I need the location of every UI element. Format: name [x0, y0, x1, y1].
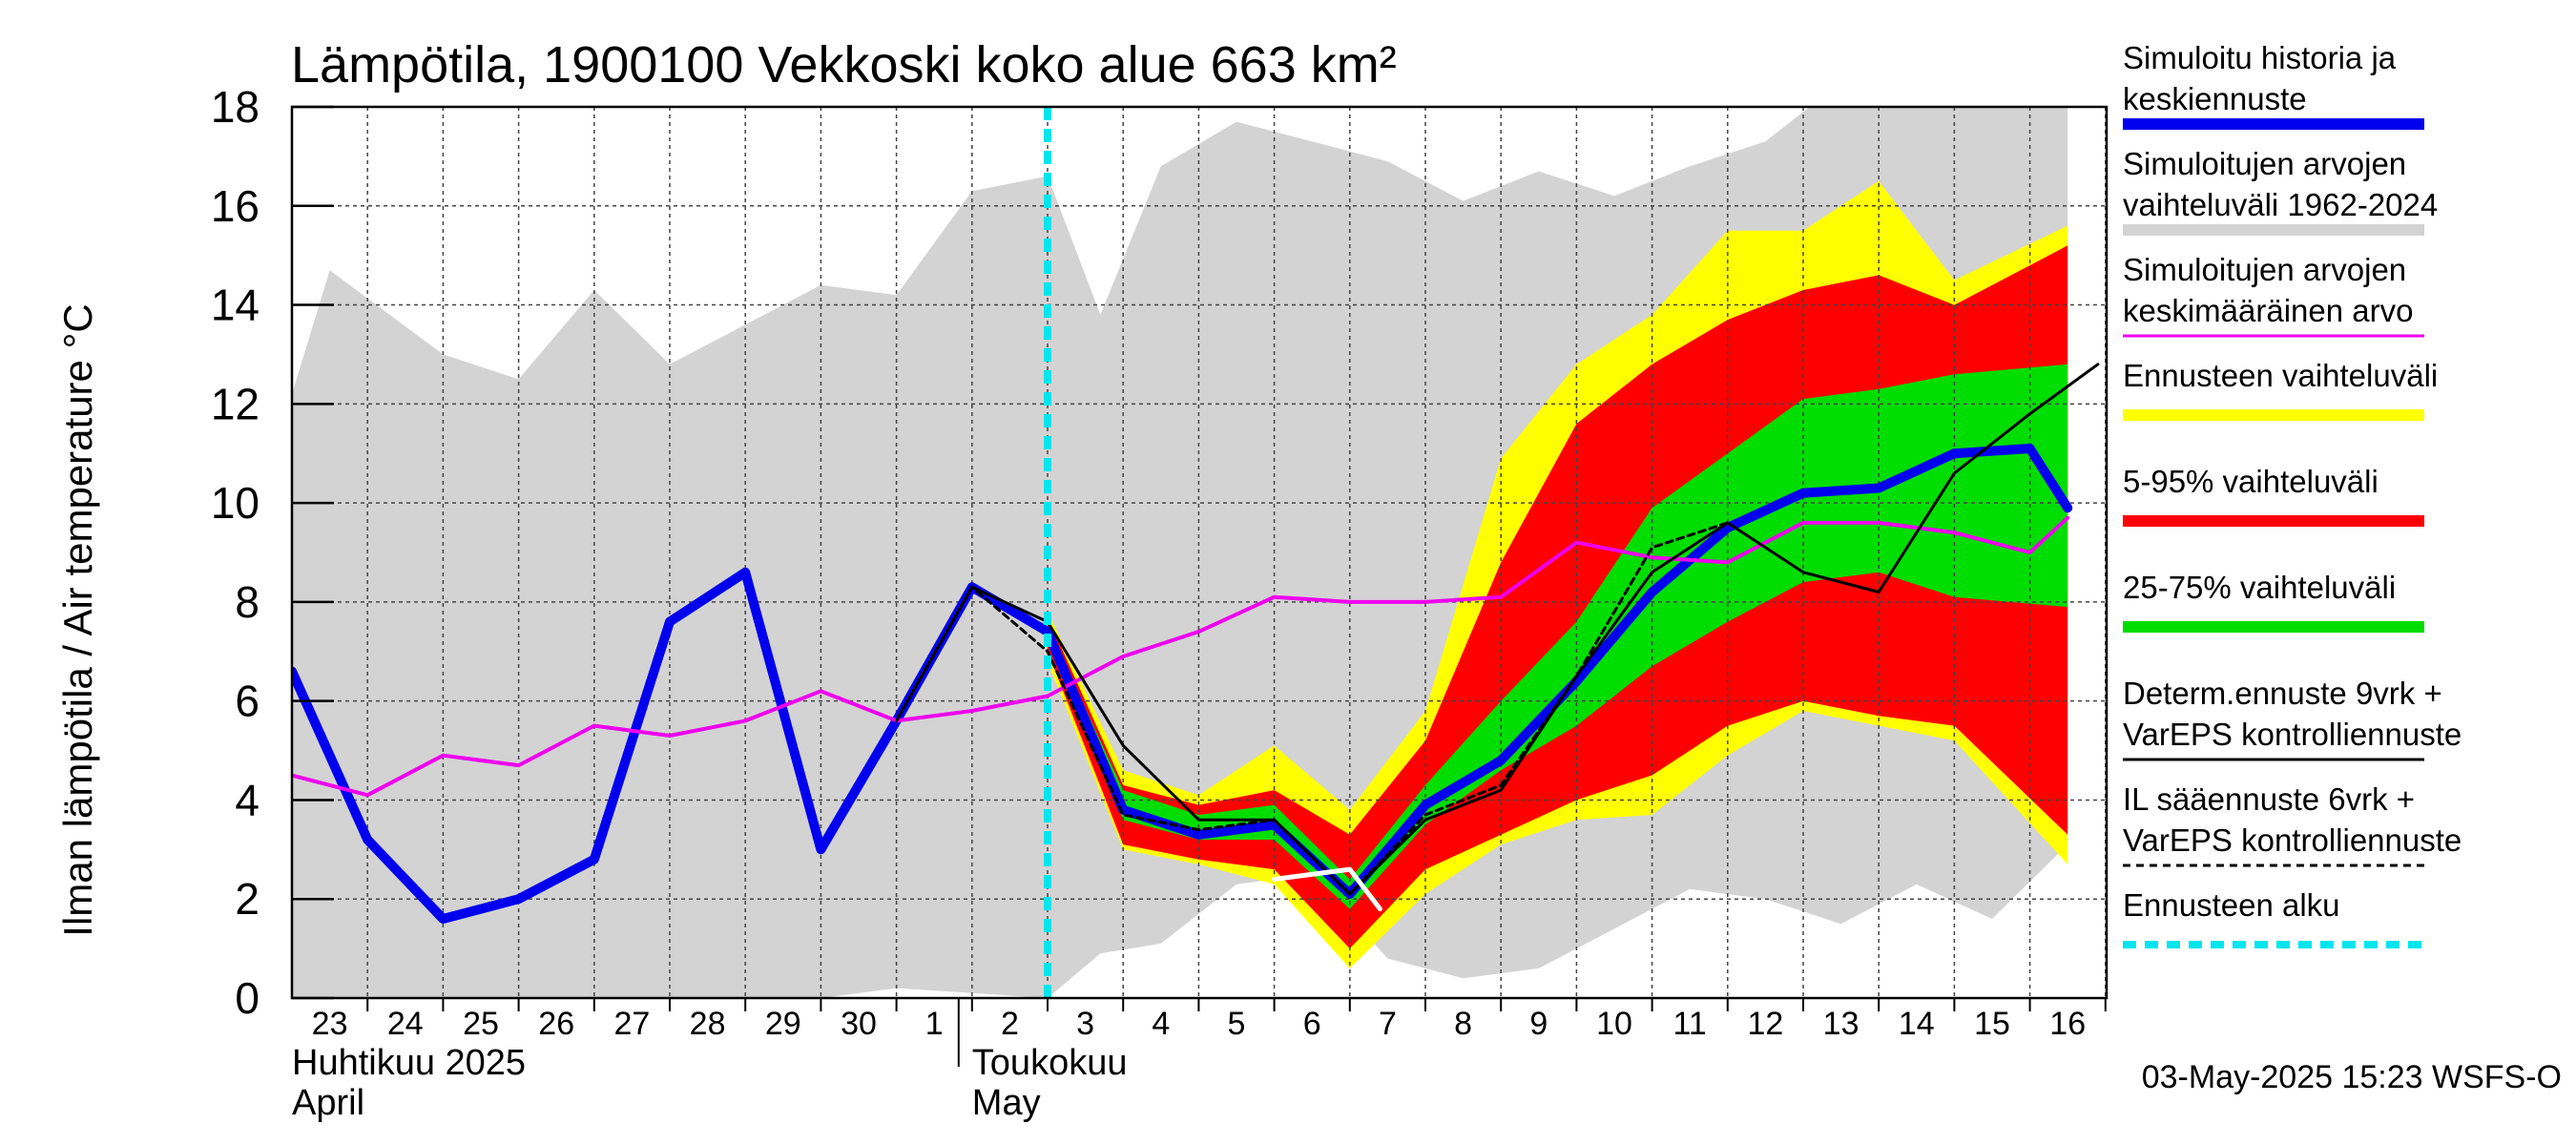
x-tick-label-14: 7 — [1379, 1006, 1397, 1042]
x-tick-label-21: 14 — [1899, 1006, 1935, 1042]
series-line-2 — [895, 363, 2100, 896]
y-axis-label: Ilman lämpötila / Air temperature °C — [55, 303, 100, 936]
x-tick-label-15: 8 — [1454, 1006, 1472, 1042]
y-tick-label-0: 0 — [235, 973, 260, 1023]
timestamp-footer: 03-May-2025 15:23 WSFS-O — [2142, 1059, 2562, 1095]
legend-sublabel-6: VarEPS kontrolliennuste — [2123, 717, 2462, 752]
x-tick-label-7: 30 — [841, 1006, 877, 1042]
month-sublabel-0: April — [292, 1083, 364, 1123]
x-tick-label-13: 6 — [1303, 1006, 1321, 1042]
y-tick-label-10: 10 — [211, 478, 260, 528]
series-line-0 — [292, 444, 2073, 924]
legend-label-4: 5-95% vaihteluväli — [2123, 464, 2379, 499]
y-tick-label-2: 2 — [235, 874, 260, 924]
y-tick-label-14: 14 — [211, 281, 260, 330]
x-tick-label-3: 26 — [538, 1006, 574, 1042]
legend-label-1: Simuloitujen arvojen — [2123, 146, 2406, 181]
legend-sublabel-0: keskiennuste — [2123, 81, 2307, 116]
y-tick-label-12: 12 — [211, 379, 260, 428]
x-tick-label-8: 1 — [925, 1006, 944, 1042]
legend-label-7: IL sääennuste 6vrk + — [2123, 781, 2415, 817]
legend-label-8: Ennusteen alku — [2123, 887, 2340, 923]
y-tick-label-18: 18 — [211, 82, 260, 132]
month-label-0: Huhtikuu 2025 — [292, 1043, 526, 1083]
x-tick-label-0: 23 — [312, 1006, 348, 1042]
x-tick-label-10: 3 — [1076, 1006, 1094, 1042]
legend-label-5: 25-75% vaihteluväli — [2123, 570, 2396, 605]
forecast-band-2 — [1048, 364, 2068, 909]
x-tick-label-1: 24 — [387, 1006, 424, 1042]
y-tick-label-16: 16 — [211, 181, 260, 231]
legend-sublabel-2: keskimääräinen arvo — [2123, 293, 2413, 328]
x-tick-label-6: 29 — [765, 1006, 801, 1042]
legend: Simuloitu historia ja keskiennuste Simuloi… — [2123, 40, 2462, 948]
chart-title: Lämpötila, 1900100 Vekkoski koko alue 66… — [291, 36, 1397, 94]
x-tick-label-2: 25 — [463, 1006, 499, 1042]
series-line-1 — [292, 515, 2070, 798]
y-tick-label-8: 8 — [235, 577, 260, 627]
x-tick-label-22: 15 — [1974, 1006, 2010, 1042]
legend-sublabel-1: vaihteluväli 1962-2024 — [2123, 187, 2438, 222]
x-tick-label-20: 13 — [1823, 1006, 1859, 1042]
x-tick-label-4: 27 — [613, 1006, 650, 1042]
y-tick-label-4: 4 — [235, 775, 260, 824]
legend-label-3: Ennusteen vaihteluväli — [2123, 358, 2438, 393]
x-tick-label-11: 4 — [1152, 1006, 1170, 1042]
plot-data — [292, 107, 2107, 998]
x-tick-label-5: 28 — [690, 1006, 726, 1042]
x-tick-label-18: 11 — [1673, 1006, 1707, 1042]
month-label-1: Toukokuu — [972, 1043, 1128, 1083]
legend-label-6: Determ.ennuste 9vrk + — [2123, 676, 2442, 711]
x-tick-label-9: 2 — [1001, 1006, 1019, 1042]
legend-label-0: Simuloitu historia ja — [2123, 40, 2397, 75]
series-line-3 — [895, 521, 1730, 896]
legend-label-2: Simuloitujen arvojen — [2123, 252, 2406, 287]
x-tick-label-16: 9 — [1529, 1006, 1548, 1042]
x-tick-label-17: 10 — [1596, 1006, 1632, 1042]
legend-sublabel-7: VarEPS kontrolliennuste — [2123, 822, 2462, 858]
y-tick-label-6: 6 — [235, 677, 260, 726]
x-tick-label-23: 16 — [2049, 1006, 2086, 1042]
series-line-4 — [1272, 866, 1382, 912]
x-tick-label-19: 12 — [1747, 1006, 1783, 1042]
x-tick-label-12: 5 — [1228, 1006, 1246, 1042]
month-sublabel-1: May — [972, 1083, 1041, 1123]
